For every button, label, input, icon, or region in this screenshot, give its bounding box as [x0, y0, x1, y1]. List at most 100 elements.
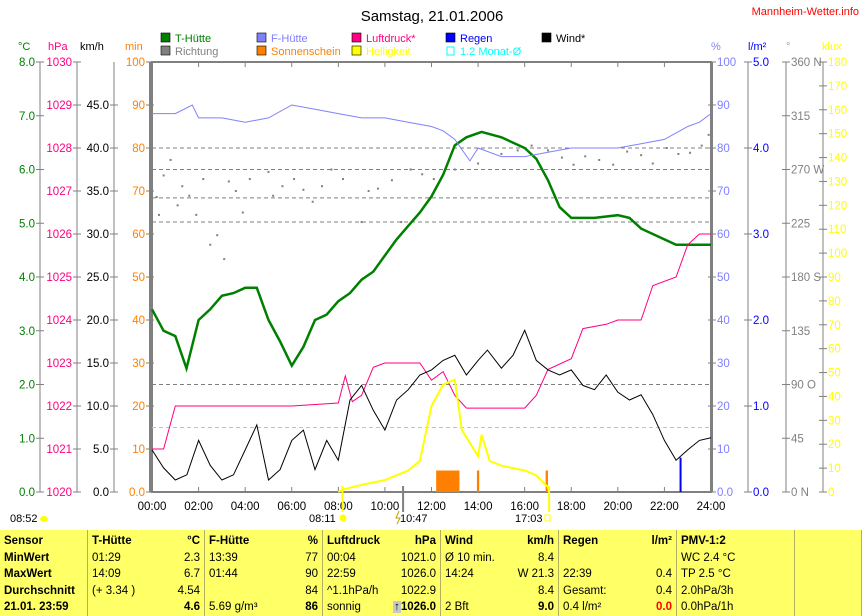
x-tick-label: 00:00	[138, 501, 167, 513]
direction-point	[209, 243, 212, 246]
legend-label: Regen	[460, 33, 492, 45]
axis-label-wind: 45.0	[87, 100, 109, 112]
direction-point	[546, 149, 549, 152]
axis-label-pressure: 1027	[46, 186, 72, 198]
axis-label-klux: 70	[828, 320, 841, 332]
unit-klux: klux	[822, 41, 842, 53]
legend-label: Sonnenschein	[271, 46, 341, 58]
axis-label-humidity: 80	[717, 143, 730, 155]
axis-label-klux: 20	[828, 439, 841, 451]
axis-label-humidity: 100	[717, 57, 736, 69]
x-tick-label: 24:00	[697, 501, 726, 513]
table-row: 22:39 0.4	[559, 566, 676, 583]
direction-point	[640, 154, 643, 157]
axis-label-klux: 50	[828, 368, 841, 380]
direction-point	[477, 162, 480, 165]
axis-label-klux: 10	[828, 463, 841, 475]
cell-value: 84	[305, 584, 318, 597]
table-row: 21.01. 23:59	[0, 599, 87, 616]
plot-area	[150, 104, 712, 512]
legend-label: F-Hütte	[271, 33, 308, 45]
table-row: 0.4 l/m² 0.0	[559, 599, 676, 616]
axis-label-humidity: 20	[717, 401, 730, 413]
x-tick-label: 02:00	[184, 501, 213, 513]
table-row: 5.69 g/m³ 86	[205, 599, 322, 616]
direction-point	[400, 221, 403, 224]
unit-direction: °	[786, 41, 790, 53]
direction-point	[321, 185, 324, 188]
table-row: Durchschnitt	[0, 583, 87, 600]
axis-label-rain: 4.0	[753, 143, 769, 155]
legend-label: 1.2 Monat-Ø	[460, 46, 522, 58]
axis-label-wind: 35.0	[87, 186, 109, 198]
series-line-wind	[151, 329, 712, 481]
direction-point	[302, 188, 305, 191]
table-row: sonnig ↑1026.0	[323, 599, 440, 616]
moon-icon	[544, 514, 551, 522]
direction-point	[453, 168, 456, 171]
x-tick-label: 10:00	[371, 501, 400, 513]
direction-point	[223, 258, 226, 261]
table-column	[795, 530, 862, 616]
direction-point	[376, 187, 379, 190]
cell-label: 01:29	[92, 551, 121, 564]
direction-point	[155, 195, 158, 198]
direction-point	[360, 221, 363, 224]
axis-label-wind: 40.0	[87, 143, 109, 155]
direction-point	[181, 185, 184, 188]
axis-label-klux: 130	[828, 176, 847, 188]
cell-value: 9.0	[538, 601, 554, 613]
x-tick-label: 18:00	[557, 501, 586, 513]
x-tick-label: 04:00	[231, 501, 260, 513]
axis-label-rain: 0.0	[753, 487, 769, 499]
cell-value: 1026.0	[400, 568, 436, 580]
cell-label: 2.0hPa/3h	[681, 584, 734, 597]
cell-label: Regen	[563, 535, 599, 547]
axis-label-sun: 40	[132, 315, 145, 327]
cell-label: 21.01. 23:59	[4, 601, 69, 613]
axis-label-klux: 140	[828, 153, 847, 165]
cell-value: 6.7	[184, 568, 200, 580]
cell-label: Wind	[445, 535, 473, 547]
trend-arrow-icon: ↑	[393, 601, 401, 613]
direction-point	[560, 156, 563, 159]
axis-label-humidity: 40	[717, 315, 730, 327]
table-header: F-Hütte%	[205, 533, 322, 550]
direction-point	[651, 162, 654, 165]
cell-label: Durchschnitt	[4, 584, 75, 597]
axis-label-pressure: 1021	[46, 444, 72, 456]
site-link[interactable]: Mannheim-Wetter.info	[752, 6, 859, 18]
legend-swatch	[256, 32, 267, 43]
axis-label-temp: 7.0	[19, 111, 35, 123]
table-header: T-Hütte °C	[88, 533, 204, 550]
axis-label-temp: 4.0	[19, 272, 35, 284]
direction-point	[202, 178, 205, 181]
cloud-icon	[40, 516, 48, 522]
axis-label-sun: 30	[132, 358, 145, 370]
sun-icon	[339, 514, 347, 522]
table-row: 2.0hPa/3h	[677, 583, 794, 600]
direction-point	[421, 173, 424, 176]
table-row: 4.6	[88, 599, 204, 616]
axis-label-pressure: 1024	[46, 315, 72, 327]
axis-label-pressure: 1023	[46, 358, 72, 370]
axis-label-humidity: 50	[717, 272, 730, 284]
cell-value: 86	[305, 601, 318, 613]
axis-label-dir: 90 O	[791, 380, 816, 392]
axis-label-humidity: 10	[717, 444, 730, 456]
cell-label: 01:44	[209, 568, 238, 580]
axis-label-rain: 2.0	[753, 315, 769, 327]
table-row	[559, 550, 676, 567]
weather-chart: Samstag, 21.01.2006 Mannheim-Wetter.info…	[10, 6, 859, 525]
cell-label: T-Hütte	[92, 535, 132, 547]
axis-label-wind: 5.0	[93, 444, 109, 456]
axis-label-dir: 180 S	[791, 272, 821, 284]
cell-value: 2.3	[184, 551, 200, 564]
axis-label-sun: 50	[132, 272, 145, 284]
lightning-icon	[395, 510, 401, 525]
direction-point	[612, 163, 615, 166]
axis-label-dir: 45	[791, 433, 804, 445]
table-row: WC 2.4 °C	[677, 550, 794, 567]
legend-swatch	[541, 32, 552, 43]
cell-label: 22:59	[327, 568, 356, 580]
